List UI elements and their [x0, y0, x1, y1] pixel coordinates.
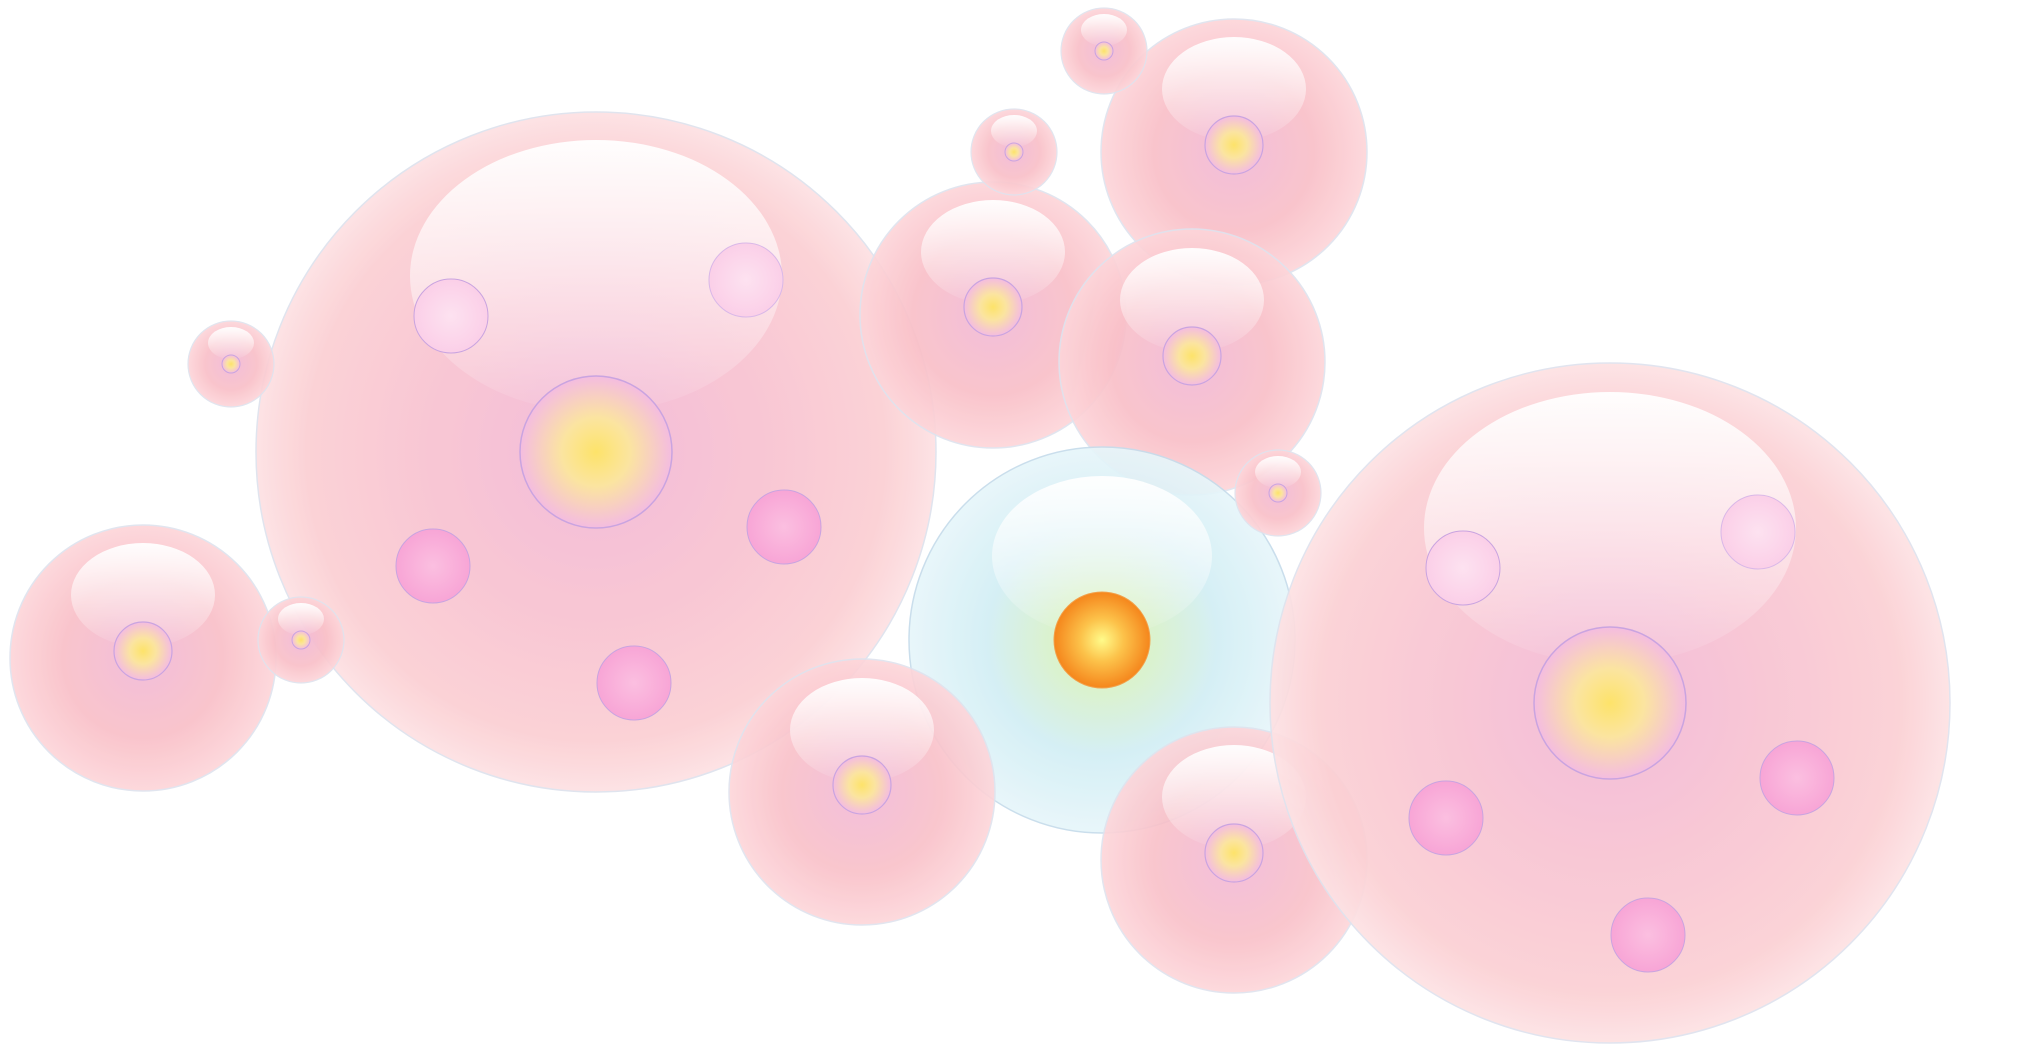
bubble-medium-bottom-center [728, 658, 996, 926]
nucleus [519, 375, 673, 529]
dot [596, 645, 672, 721]
bubble-small-left [187, 320, 275, 408]
bubble-small-center-right [1234, 449, 1322, 537]
bubble-large-right [1269, 362, 1951, 1044]
bubble-medium-left [9, 524, 277, 792]
bubble-small-top [1060, 7, 1148, 95]
highlight [410, 140, 782, 412]
dot [413, 278, 489, 354]
nucleus [1053, 591, 1151, 689]
bubble-medium-upper-center [859, 181, 1127, 449]
bubble-large-left [255, 111, 937, 793]
dot [708, 242, 784, 318]
bubble-medium-top-right [1100, 18, 1368, 286]
bubble-small-upper [970, 108, 1058, 196]
bubble-small-lower-left [257, 596, 345, 684]
dot [746, 489, 822, 565]
dot [395, 528, 471, 604]
